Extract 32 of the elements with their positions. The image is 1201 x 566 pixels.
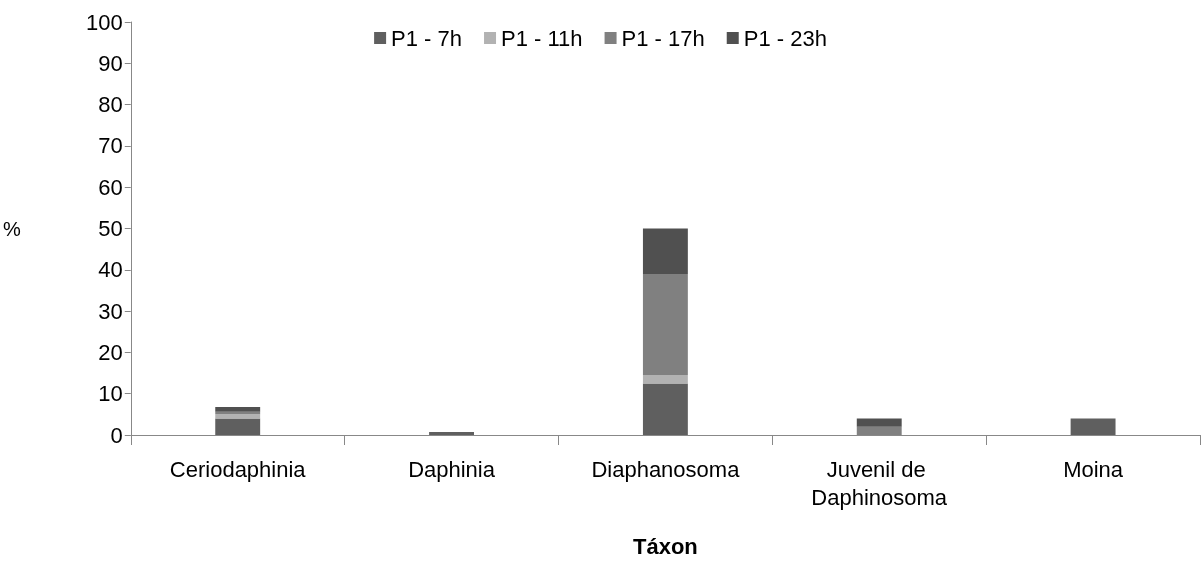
y-tick-label: 20	[98, 339, 123, 365]
legend-label: P1 - 7h	[391, 25, 463, 51]
y-tick-label: 40	[98, 257, 123, 283]
y-axis-title: %	[2, 217, 21, 240]
bar	[856, 418, 902, 427]
legend-label: P1 - 11h	[501, 25, 583, 51]
x-tick-label: Ceriodaphinia	[169, 456, 307, 482]
y-tick-label: 80	[98, 92, 123, 118]
bar	[642, 273, 688, 376]
bar	[642, 375, 688, 384]
x-tick-label: Juvenil de Daphinosoma	[811, 456, 948, 510]
y-tick-label: 30	[98, 298, 123, 324]
y-tick-label: 50	[98, 216, 123, 241]
y-tick-label: 0	[110, 422, 123, 448]
y-tick-label: 70	[98, 133, 123, 159]
x-tick-label: Daphinia	[408, 456, 496, 482]
legend-label: P1 - 17h	[621, 25, 705, 51]
bar	[215, 418, 261, 435]
x-tick-label: Diaphanosoma	[591, 456, 741, 482]
y-tick-label: 100	[86, 9, 123, 35]
bar	[642, 383, 688, 435]
y-tick-label: 90	[98, 50, 123, 76]
y-tick-label: 60	[98, 174, 123, 200]
bar	[429, 432, 474, 435]
bar	[642, 228, 688, 274]
x-tick-label: Moina	[1063, 456, 1124, 482]
y-tick-label: 10	[98, 381, 123, 407]
bar	[215, 414, 261, 419]
legend-label: P1 - 23h	[743, 25, 827, 51]
x-axis-title: Táxon	[632, 533, 698, 559]
bar	[215, 406, 261, 412]
bar	[1070, 418, 1116, 435]
